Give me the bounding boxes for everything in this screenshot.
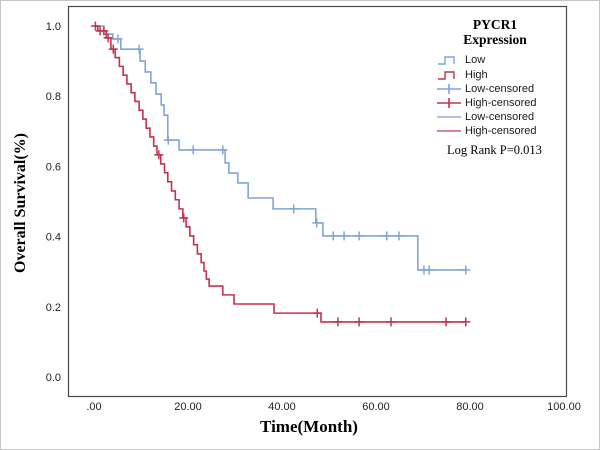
- x-tick-label: 40.00: [268, 401, 296, 413]
- legend: PYCR1 Expression Low High Low-censored High…: [437, 17, 553, 158]
- x-tick-label: 100.00: [547, 401, 581, 413]
- y-tick-label: 0.6: [46, 161, 61, 173]
- legend-item: High-censored: [437, 124, 553, 138]
- legend-title-line1: PYCR1: [472, 17, 518, 32]
- legend-swatch-step-icon: [438, 70, 455, 80]
- survival-curve-high: [94, 25, 466, 323]
- x-tick-label: .00: [86, 401, 101, 413]
- legend-item-label: High-censored: [465, 125, 537, 138]
- legend-item-label: Low-censored: [465, 82, 535, 95]
- legend-swatch-line-icon: [437, 116, 461, 118]
- legend-item: High-censored: [437, 96, 553, 110]
- survival-curve-low: [94, 25, 466, 271]
- legend-item: Low-censored: [437, 82, 553, 96]
- legend-swatch-plus-icon: [437, 97, 461, 108]
- censor-marks-high: [90, 21, 471, 327]
- legend-entries: Low High Low-censored High-censored Low-cens…: [437, 53, 553, 138]
- log-rank-note: Log Rank P=0.013: [447, 143, 542, 158]
- y-tick-label: 0.2: [46, 302, 61, 314]
- legend-item-label: High-censored: [465, 96, 537, 109]
- legend-item-label: Low-censored: [465, 111, 535, 124]
- x-tick-label: 80.00: [456, 401, 484, 413]
- y-tick-label: 1.0: [46, 21, 61, 33]
- x-tick-label: 60.00: [362, 401, 390, 413]
- x-tick-label: 20.00: [174, 401, 202, 413]
- plot-border: [67, 5, 568, 398]
- legend-title-line2: Expression: [463, 32, 527, 48]
- y-tick-label: 0.8: [46, 91, 61, 103]
- legend-item-label: High: [465, 68, 488, 81]
- legend-item: Low: [437, 53, 553, 67]
- legend-swatch-step-icon: [438, 56, 455, 66]
- legend-item-label: Low: [465, 54, 486, 67]
- y-axis-title: Overall Survival(%): [12, 133, 29, 273]
- censor-marks-low: [113, 34, 471, 275]
- x-axis-title: Time(Month): [260, 417, 358, 436]
- legend-swatch-line-icon: [437, 130, 461, 132]
- legend-item: High: [437, 67, 553, 81]
- y-tick-label: 0.4: [46, 232, 61, 244]
- y-tick-label: 0.0: [46, 372, 61, 384]
- legend-item: Low-censored: [437, 110, 553, 124]
- legend-swatch-plus-icon: [437, 83, 461, 94]
